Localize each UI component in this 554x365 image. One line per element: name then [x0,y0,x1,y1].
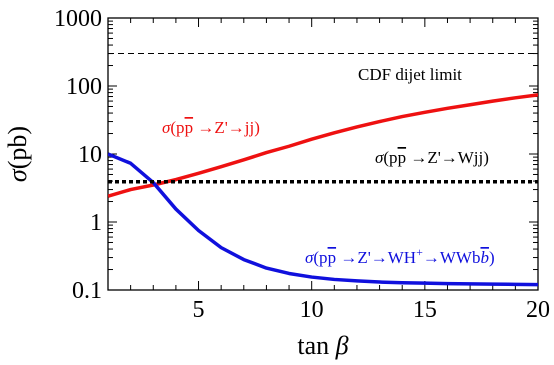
wh-sigma: σ [305,248,314,267]
jj-annotation: σ(pp →Z'→jj) [162,118,260,137]
y-axis-label: σ(pb) [3,126,32,182]
x-axis-label: tan β [297,331,348,360]
x-axis-label-symbol: β [335,331,349,360]
x-tick-label: 15 [413,297,437,323]
wh-mid: →Z'→WH [336,248,416,267]
wh-bbar: b [480,248,489,267]
wjj-open: (p [383,148,397,167]
wjj-rest: →Z'→Wjj) [406,148,489,167]
y-tick-label: 1000 [54,6,102,32]
x-tick-label: 5 [193,297,205,323]
y-axis-label-unit: (pb) [3,126,32,169]
jj-rest: →Z'→jj) [193,118,260,137]
x-tick-label: 10 [300,297,324,323]
wh-annotation: σ(pp →Z'→WH+→WWbb) [305,245,495,267]
wh-open: (p [313,248,327,267]
x-axis-label-text: tan [297,331,329,360]
wh-sup: + [416,245,423,259]
wjj-sigma: σ [375,148,384,167]
series-wh-line [108,152,538,287]
jj-sigma: σ [162,118,171,137]
cdf-limit-label: CDF dijet limit [358,65,462,84]
y-tick-label: 1 [90,210,102,236]
y-tick-label: 0.1 [72,278,102,304]
y-tick-label: 10 [78,142,102,168]
wh-rest: →WWb [423,248,481,267]
wh-pbar: p [328,248,337,267]
axis-ticks [107,18,539,291]
y-tick-label: 100 [66,74,102,100]
x-tick-label: 20 [526,297,550,323]
jj-open: (p [170,118,184,137]
y-axis-label-symbol: σ [3,168,32,182]
wjj-annotation: σ(pp →Z'→Wjj) [375,148,489,167]
series-jj-line [108,93,538,198]
tick-labels: 5 10 15 20 0.1 1 10 100 1000 [54,6,550,323]
series-lines [108,53,538,287]
wjj-pbar: p [398,148,407,167]
jj-pbar: p [185,118,194,137]
wh-close: ) [489,248,495,267]
